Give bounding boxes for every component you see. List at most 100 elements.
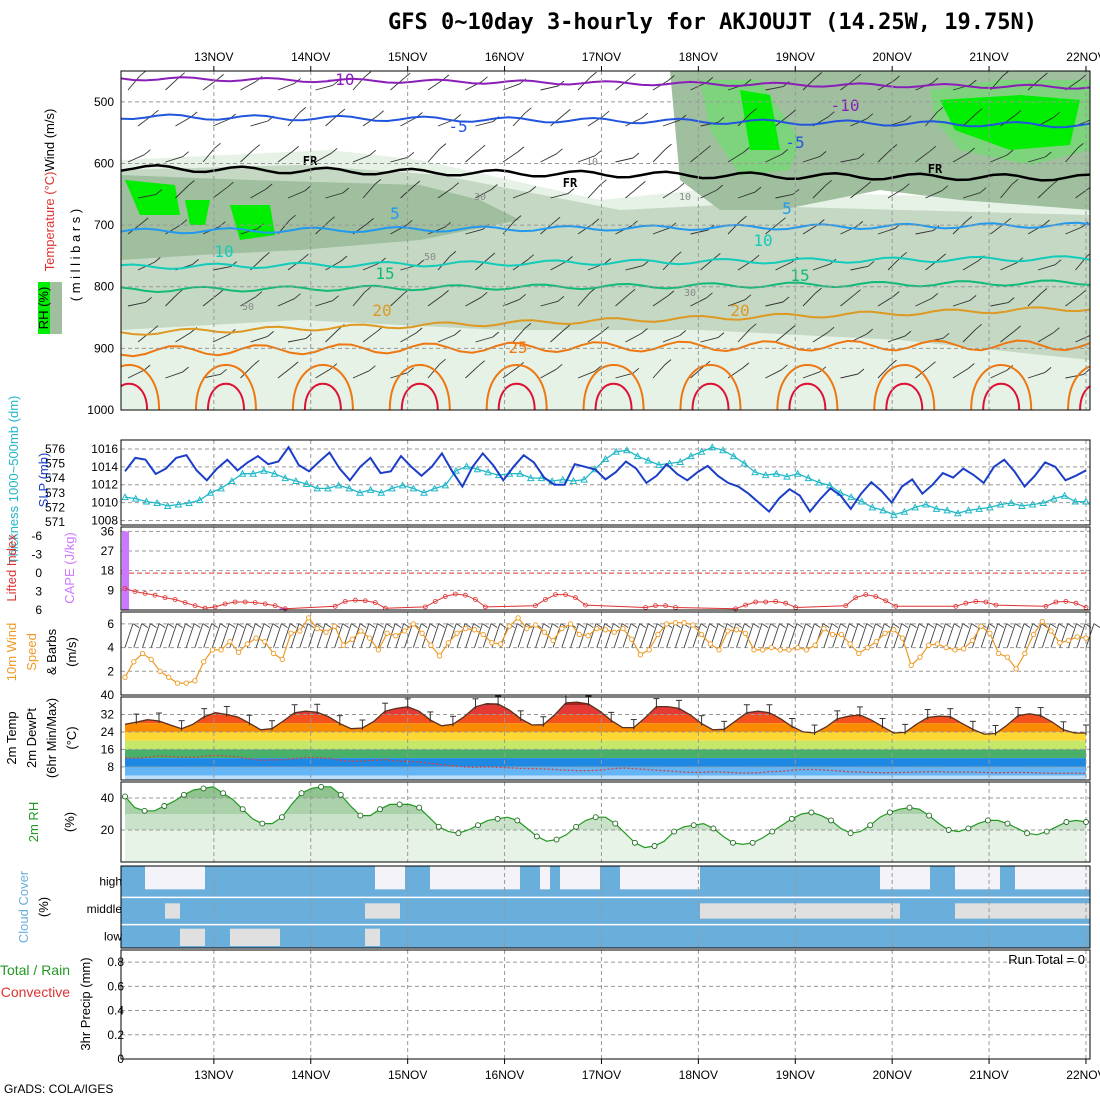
wind10m-speed-marker	[707, 641, 713, 647]
thickness-marker	[388, 484, 396, 492]
thickness-ytick: 572	[45, 500, 65, 514]
wind-barb	[1027, 371, 1046, 379]
wind10m-speed-marker	[1030, 631, 1037, 638]
wind-barb	[240, 296, 257, 307]
wind10m-speed-marker	[209, 647, 216, 653]
upper-air-ytick: 600	[94, 156, 114, 170]
wind10m-barb	[203, 623, 213, 648]
wind10m-speed-marker	[463, 625, 469, 632]
wind10m-barb	[788, 623, 798, 648]
wind-barb-flag	[417, 259, 425, 266]
wind-barb	[250, 120, 268, 127]
thickness-marker	[206, 488, 215, 496]
wind-barb	[325, 329, 339, 343]
wind10m-speed-marker	[384, 630, 390, 636]
wind-barb	[915, 150, 931, 163]
wind-barb-flag	[369, 149, 376, 156]
rh2m-band	[125, 786, 1086, 798]
wind-barb-flag	[782, 296, 790, 303]
wind10m-barb	[867, 623, 877, 648]
isotherm-line	[121, 113, 1090, 129]
lifted-index-marker	[342, 599, 348, 604]
wind10m-barb-flag	[945, 623, 952, 628]
rh2m-marker	[161, 803, 168, 809]
dewpt2m-ylabel-part: 2m DewPt	[24, 708, 39, 768]
temp-band	[125, 705, 1086, 715]
wind-barb-flag	[754, 186, 762, 193]
wind10m-speed-marker	[288, 630, 294, 636]
wind10m-barb-flag	[1006, 623, 1013, 628]
lifted-index-marker	[242, 599, 248, 605]
wind10m-barb-flag	[1023, 623, 1031, 628]
wind-barb	[427, 295, 443, 307]
wind-barb-flag	[941, 185, 949, 192]
wind10m-barb	[954, 623, 964, 648]
wind-barb	[127, 75, 140, 91]
wind-barb-flag	[305, 333, 312, 339]
wind10m-speed-marker	[987, 630, 993, 636]
wind-barb-flag	[567, 188, 575, 194]
wind-barb-flag	[629, 73, 636, 80]
wind10m-barb	[980, 623, 990, 648]
day-label-bottom: 22NOV	[1066, 1068, 1100, 1082]
wind-barb-flag	[1079, 289, 1087, 296]
wind-barb	[1027, 293, 1042, 307]
cloud-high-clear	[145, 866, 205, 890]
temp-band	[125, 723, 1086, 732]
wind-barb	[765, 369, 782, 379]
isotherm-label: 5	[782, 199, 792, 218]
day-label-bottom: 17NOV	[582, 1068, 621, 1082]
wind10m-speed-marker	[227, 638, 233, 645]
rh2m-marker	[1083, 819, 1089, 825]
wind-barb-flag	[190, 111, 198, 118]
wind-barb-flag	[449, 251, 457, 257]
wind10m-barb	[255, 623, 265, 648]
wind10m-barb	[823, 623, 833, 648]
wind10m-speed-marker	[899, 635, 906, 641]
wind10m-speed-marker	[532, 622, 539, 628]
wind-barb-flag	[155, 189, 162, 195]
wind10m-barb-flag	[718, 623, 725, 628]
wind10m-barb	[718, 623, 728, 648]
upper-air-frame	[120, 70, 1091, 411]
wind-barb	[202, 294, 218, 307]
wind-barb-flag	[407, 151, 415, 158]
lifted-index-marker	[753, 599, 758, 605]
upper-air-ylabel-part: Temperature (°C)	[42, 172, 57, 272]
rh2m-marker	[533, 833, 540, 840]
lifted-index-marker	[332, 603, 338, 609]
wind-barb	[652, 295, 669, 307]
wind-barb-flag	[890, 359, 897, 366]
wind-barb	[775, 193, 794, 199]
wind-barb-flag	[182, 151, 189, 158]
wind-barb	[475, 189, 492, 199]
lifted-index-marker	[973, 599, 979, 604]
upper-air-ytick: 900	[94, 341, 114, 355]
thickness-marker	[430, 484, 439, 492]
wind10m-barb-flag	[438, 623, 446, 628]
day-label-top: 19NOV	[776, 50, 815, 64]
wind-barb-flag	[854, 289, 861, 296]
wind-barb	[287, 190, 305, 199]
wind10m-speed-marker	[725, 628, 731, 634]
wind-barb-flag	[664, 359, 672, 365]
wind-barb-flag	[519, 293, 526, 300]
wind-barb-flag	[602, 110, 610, 117]
wind-barb-flag	[819, 151, 827, 157]
wind-barb	[352, 291, 365, 307]
wind-barb	[662, 335, 680, 343]
thickness-marker	[804, 474, 813, 482]
rh2m-marker	[278, 814, 285, 821]
isotherm-loop-red	[400, 382, 439, 410]
wind10m-barb-flag	[447, 623, 454, 628]
upper-air-ylabel: Temperature (°C)Wind (m/s)	[42, 109, 57, 272]
wind10m-barb	[465, 623, 475, 648]
wind10m-speed-marker	[821, 625, 827, 632]
wind10m-speed-marker	[332, 623, 338, 629]
lifted-index-marker	[963, 600, 969, 606]
wind-barb	[850, 265, 869, 271]
day-label-bottom: 19NOV	[776, 1068, 815, 1082]
wind-barb	[315, 300, 333, 307]
wind-barb	[1075, 335, 1090, 343]
